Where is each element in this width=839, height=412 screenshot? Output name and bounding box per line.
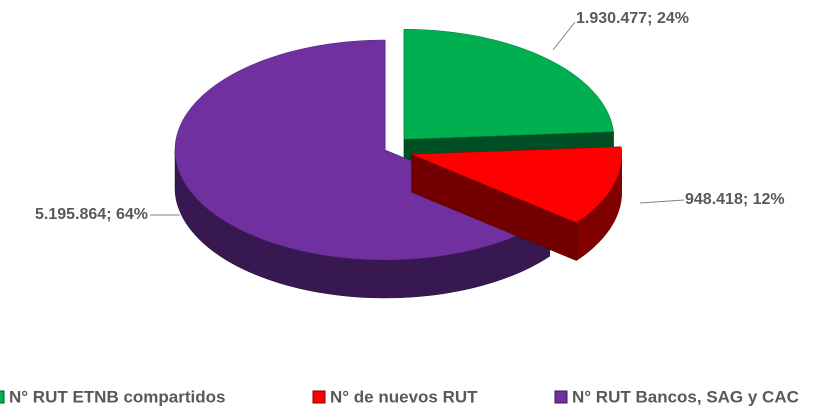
leader-line	[639, 199, 685, 204]
legend-marker	[0, 390, 5, 404]
data-label: 5.195.864; 64%	[35, 206, 148, 223]
data-label: 1.930.477; 24%	[576, 10, 689, 27]
leader-line	[552, 21, 576, 51]
slice	[403, 29, 614, 140]
legend-marker	[312, 390, 326, 404]
data-label: 948.418; 12%	[685, 191, 785, 208]
legend-label: N° de nuevos RUT	[330, 387, 478, 406]
legend-label: N° RUT ETNB compartidos	[9, 387, 225, 406]
slice	[411, 146, 622, 223]
legend-marker	[554, 390, 568, 404]
legend-label: N° RUT Bancos, SAG y CAC	[572, 387, 799, 406]
